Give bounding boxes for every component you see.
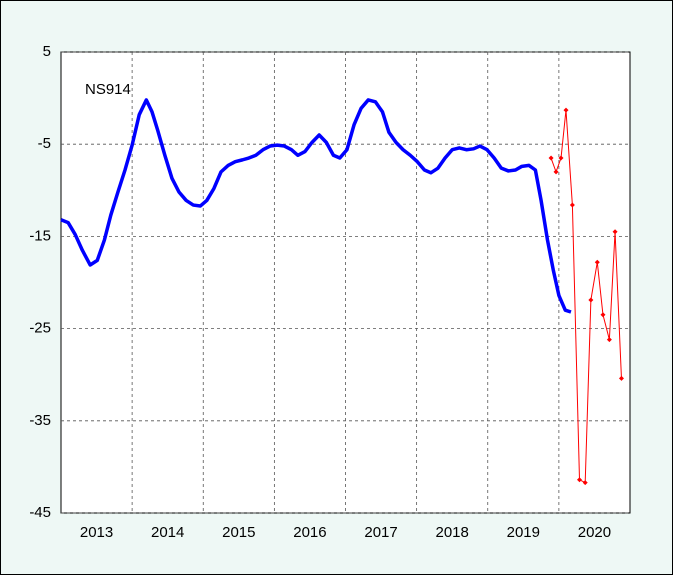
data-point bbox=[563, 107, 569, 113]
data-line bbox=[60, 98, 572, 314]
x-tick-label: 2019 bbox=[507, 524, 540, 541]
x-tick-label: 2014 bbox=[151, 524, 184, 541]
data-point bbox=[548, 155, 554, 161]
x-tick-label: 2015 bbox=[222, 524, 255, 541]
data-point bbox=[600, 312, 606, 318]
y-tick-label: -25 bbox=[29, 320, 51, 337]
data-point bbox=[582, 480, 588, 486]
x-tick-label: 2018 bbox=[436, 524, 469, 541]
y-tick-label: 5 bbox=[43, 43, 51, 60]
annotation: NS914 bbox=[85, 81, 131, 98]
x-tick-label: 2016 bbox=[293, 524, 326, 541]
data-point bbox=[558, 155, 564, 161]
y-tick-label: -5 bbox=[38, 135, 51, 152]
data-point bbox=[594, 259, 600, 265]
data-point bbox=[553, 169, 559, 175]
data-point bbox=[618, 375, 624, 381]
data-point bbox=[606, 337, 612, 343]
x-tick-label: 2020 bbox=[578, 524, 611, 541]
data-point bbox=[588, 297, 594, 303]
data-point bbox=[612, 229, 618, 235]
x-tick-label: 2013 bbox=[80, 524, 113, 541]
data-point bbox=[577, 477, 583, 483]
y-tick-label: -45 bbox=[29, 504, 51, 521]
data-point bbox=[569, 202, 575, 208]
y-tick-label: -15 bbox=[29, 227, 51, 244]
y-tick-label: -35 bbox=[29, 412, 51, 429]
x-tick-label: 2017 bbox=[364, 524, 397, 541]
